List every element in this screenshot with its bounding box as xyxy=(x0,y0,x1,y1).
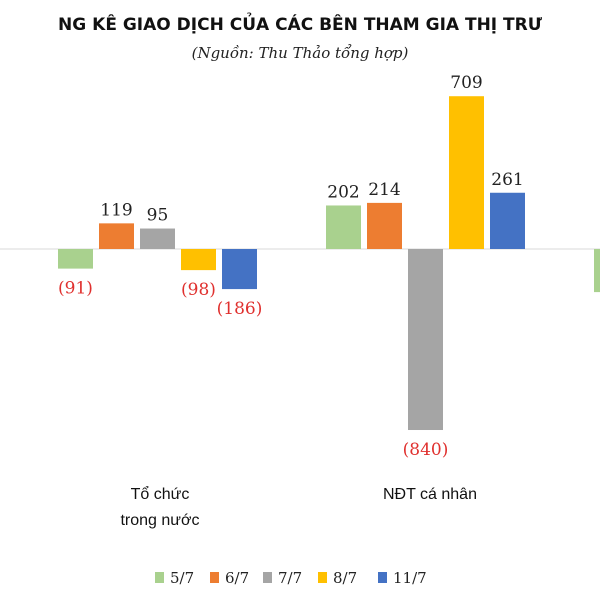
bar-6-7-ndt-ca-nhan xyxy=(367,202,402,249)
legend: 5/7 6/7 7/7 8/7 11/7 xyxy=(155,569,427,587)
bar-5-7-to-chuc xyxy=(58,249,93,269)
category-labels-group: Tổ chức trong nước NĐT cá nhân xyxy=(120,485,477,529)
legend-label-8-7: 8/7 xyxy=(333,569,357,587)
data-label-6-7-to-chuc: 119 xyxy=(100,200,132,220)
bar-8-7-ndt-ca-nhan xyxy=(449,96,484,249)
data-label-7-7-to-chuc: 95 xyxy=(147,206,169,226)
legend-label-7-7: 7/7 xyxy=(278,569,302,587)
bar-11-7-to-chuc xyxy=(222,249,257,290)
data-label-11-7-to-chuc: (186) xyxy=(217,299,263,319)
category-label-to-chuc-line1: Tổ chức xyxy=(131,485,190,503)
data-label-7-7-ndt-ca-nhan: (840) xyxy=(403,440,449,460)
legend-swatch-11-7 xyxy=(378,572,387,583)
data-label-11-7-ndt-ca-nhan: 261 xyxy=(491,170,523,190)
legend-swatch-5-7 xyxy=(155,572,164,583)
data-label-8-7-ndt-ca-nhan: 709 xyxy=(450,73,482,93)
legend-label-11-7: 11/7 xyxy=(393,569,427,587)
bar-5-7-ndt-ca-nhan xyxy=(326,205,361,249)
bar-7-7-ndt-ca-nhan xyxy=(408,249,443,431)
category-label-to-chuc-line2: trong nước xyxy=(120,512,199,529)
chart-subtitle: (Nguồn: Thu Thảo tổng hợp) xyxy=(192,44,409,62)
data-label-5-7-to-chuc: (91) xyxy=(58,279,93,299)
data-label-8-7-to-chuc: (98) xyxy=(181,280,216,300)
legend-label-5-7: 5/7 xyxy=(170,569,194,587)
legend-swatch-7-7 xyxy=(263,572,272,583)
bar-11-7-ndt-ca-nhan xyxy=(490,192,525,249)
legend-label-6-7: 6/7 xyxy=(225,569,249,587)
bar-7-7-to-chuc xyxy=(140,228,175,249)
chart-title: NG KÊ GIAO DỊCH CỦA CÁC BÊN THAM GIA THỊ… xyxy=(58,11,543,35)
legend-swatch-8-7 xyxy=(318,572,327,583)
data-label-6-7-ndt-ca-nhan: 214 xyxy=(368,180,400,200)
bar-8-7-to-chuc xyxy=(181,249,216,271)
legend-swatch-6-7 xyxy=(210,572,219,583)
bar-5-7-third-partial xyxy=(594,249,600,293)
bar-6-7-to-chuc xyxy=(99,223,134,249)
data-label-5-7-ndt-ca-nhan: 202 xyxy=(327,182,359,202)
category-label-ndt-ca-nhan-line1: NĐT cá nhân xyxy=(383,486,477,503)
